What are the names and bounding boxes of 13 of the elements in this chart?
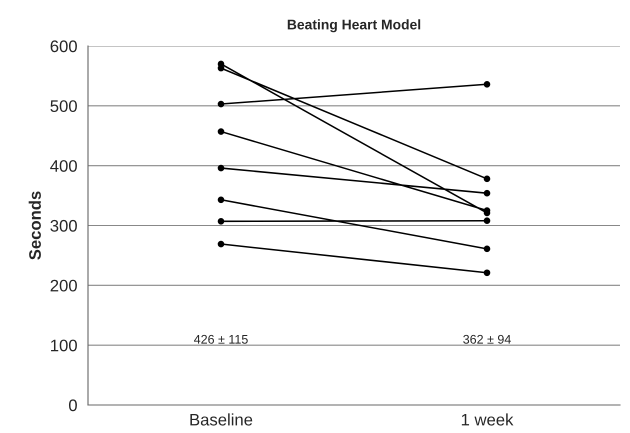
annotation: 426 ± 115: [194, 334, 248, 344]
x-tick-label: 1 week: [462, 413, 514, 426]
y-tick-label: 600: [50, 40, 77, 52]
y-axis-title: Seconds: [28, 191, 41, 260]
y-tick-label: 200: [50, 280, 77, 292]
chart-title: Beating Heart Model: [288, 19, 420, 32]
y-tick-label: 100: [51, 340, 77, 352]
y-tick-label: 400: [50, 160, 77, 172]
x-tick-label: Baseline: [190, 413, 252, 426]
y-tick-label: 0: [68, 399, 77, 412]
y-tick-label: 500: [50, 100, 77, 112]
y-tick-label: 300: [50, 220, 77, 232]
annotation: 362 ± 94: [463, 334, 511, 344]
